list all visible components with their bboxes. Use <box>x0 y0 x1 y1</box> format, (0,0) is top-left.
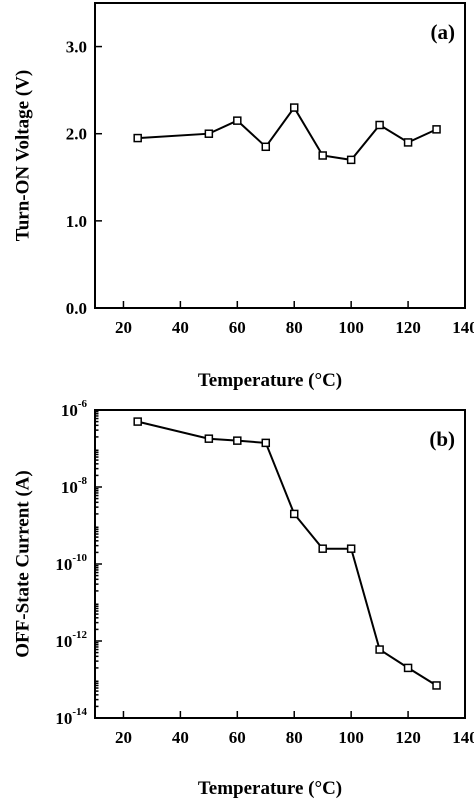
x-tick-label: 80 <box>286 318 303 337</box>
x-tick-label: 140 <box>452 318 474 337</box>
data-point <box>204 129 214 138</box>
y-tick-label-exponent: -10 <box>72 552 87 564</box>
data-point <box>289 103 299 112</box>
data-point <box>261 438 271 448</box>
series-line <box>137 420 438 687</box>
panel-label: (b) <box>429 427 455 451</box>
y-tick-label-base: 10 <box>55 555 72 574</box>
y-tick-label-base: 10 <box>55 709 72 728</box>
y-tick-label-base: 10 <box>61 401 78 420</box>
x-tick-label: 120 <box>395 318 421 337</box>
data-point <box>346 544 356 553</box>
x-tick-label: 40 <box>172 728 189 747</box>
x-tick-label: 120 <box>395 728 421 747</box>
x-axis-label: Temperature (°C) <box>198 370 342 391</box>
data-point <box>289 509 299 519</box>
data-point <box>204 434 214 443</box>
y-tick-label: 1.0 <box>66 212 87 231</box>
data-point <box>403 138 413 147</box>
x-tick-label: 20 <box>115 728 132 747</box>
data-point <box>318 544 327 553</box>
chart-panel-a: 20 40 60 80 100 120 140 0.0 1.0 2.0 3.0 (a) Temperat… <box>13 2 474 391</box>
data-point <box>403 663 413 673</box>
y-axis-label: OFF-State Current (A) <box>13 470 34 658</box>
x-tick-label: 60 <box>229 318 246 337</box>
data-point <box>375 645 384 654</box>
x-tick-label: 20 <box>115 318 132 337</box>
x-tick-label: 140 <box>452 728 474 747</box>
data-point <box>133 133 142 143</box>
y-tick-label-exponent: -12 <box>72 629 87 641</box>
x-tick-label: 60 <box>229 728 246 747</box>
x-axis-label: Temperature (°C) <box>198 778 342 799</box>
data-point <box>318 151 327 160</box>
data-point <box>375 120 384 130</box>
x-tick-label: 80 <box>286 728 303 747</box>
x-tick-label: 40 <box>172 318 189 337</box>
y-tick-label: 3.0 <box>66 38 87 57</box>
data-point <box>432 681 441 690</box>
y-tick-label: 2.0 <box>66 125 87 144</box>
x-tick-label: 100 <box>338 728 364 747</box>
y-tick-label: 0.0 <box>66 299 87 318</box>
x-tick-label: 100 <box>338 318 364 337</box>
data-point <box>432 125 441 134</box>
data-point <box>133 417 142 426</box>
chart-panel-b: 20 40 60 80 100 120 140-1410-1210-1010-810-610… <box>13 398 474 799</box>
data-point <box>261 142 271 152</box>
y-tick-label-exponent: -8 <box>78 475 88 487</box>
y-tick-label-exponent: -6 <box>78 398 88 410</box>
data-point <box>346 155 356 165</box>
y-axis-label: Turn-ON Voltage (V) <box>13 70 34 241</box>
series-line <box>137 105 437 161</box>
panel-label: (a) <box>431 20 456 44</box>
y-tick-label-base: 10 <box>55 632 72 651</box>
plot-frame <box>94 2 466 309</box>
y-tick-label-base: 10 <box>61 478 78 497</box>
data-point <box>233 116 242 125</box>
y-tick-label-exponent: -14 <box>72 706 87 718</box>
data-point <box>233 436 242 445</box>
